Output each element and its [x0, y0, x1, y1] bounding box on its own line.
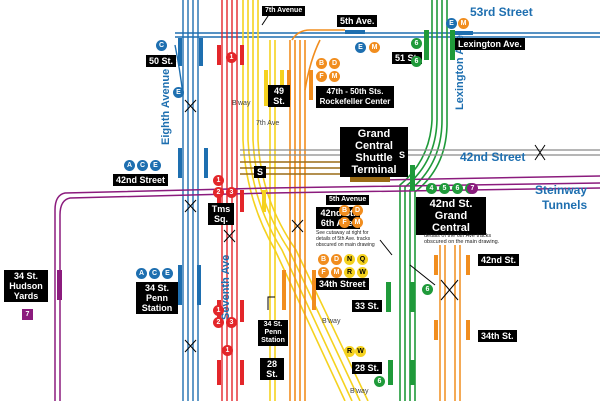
bway-label-1: B'way — [232, 100, 251, 107]
route-bullet-q: Q — [357, 254, 368, 265]
route-bullet-b: B — [318, 254, 329, 265]
station-34-penn-7th[interactable]: 34 St. Penn Station — [258, 320, 288, 346]
route-bullet-1: 1 — [222, 345, 233, 356]
route-bullet-2: 2 — [213, 317, 224, 328]
route-bullet-2: 2 — [213, 187, 224, 198]
route-bullet-r: R — [344, 267, 355, 278]
station-rockefeller-center[interactable]: 47th - 50th Sts. Rockefeller Center — [316, 86, 394, 108]
station-34-hudson-yards[interactable]: 34 St. Hudson Yards — [4, 270, 48, 302]
station-7th-avenue[interactable]: 7th Avenue — [262, 6, 306, 16]
station-34-penn-8th[interactable]: 34 St. Penn Station — [136, 282, 178, 314]
route-bullet-c: C — [149, 268, 160, 279]
route-bullet-6: 6 — [452, 183, 463, 194]
route-bullet-m: M — [458, 18, 469, 29]
station-28-st-7th[interactable]: 28 St. — [260, 358, 284, 380]
route-bullet-f: F — [318, 267, 329, 278]
station-42nd-grand-central[interactable]: 42nd St. Grand Central — [416, 197, 486, 235]
route-bullet-m: M — [352, 217, 363, 228]
street-53rd: 53rd Street — [470, 5, 533, 19]
route-bullet-7: 7 — [22, 309, 33, 320]
route-bullet-a: A — [136, 268, 147, 279]
route-bullet-1: 1 — [213, 175, 224, 186]
cutaway-note: See cutaway at right for details of 5th … — [316, 230, 375, 248]
shuttle-s-marker-east: S — [396, 149, 409, 161]
route-bullet-m: M — [329, 71, 340, 82]
route-bullet-d: D — [331, 254, 342, 265]
route-bullet-f: F — [316, 71, 327, 82]
route-bullet-a: A — [124, 160, 135, 171]
route-bullet-6: 6 — [411, 38, 422, 49]
route-bullet-3: 3 — [226, 187, 237, 198]
route-bullet-1: 1 — [226, 52, 237, 63]
shuttle-s-marker-west: S — [254, 166, 267, 178]
station-33-st[interactable]: 33 St. — [352, 300, 383, 312]
route-bullet-c: C — [156, 40, 167, 51]
route-bullet-d: D — [329, 58, 340, 69]
route-bullet-6: 6 — [374, 376, 385, 387]
route-bullet-3: 3 — [226, 317, 237, 328]
route-bullet-n: N — [344, 254, 355, 265]
tunnels-label: Tunnels — [542, 198, 588, 212]
route-bullet-4: 4 — [426, 183, 437, 194]
inset-42nd-st[interactable]: 42nd St. — [478, 254, 520, 266]
route-bullet-c: C — [137, 160, 148, 171]
route-bullet-m: M — [331, 267, 342, 278]
route-bullet-r: R — [344, 346, 355, 357]
route-bullet-6: 6 — [411, 56, 422, 67]
route-bullet-b: B — [339, 205, 350, 216]
eighth-avenue-label: Eighth Avenue — [160, 68, 172, 145]
inset-34th-st[interactable]: 34th St. — [478, 330, 517, 342]
route-bullet-5: 5 — [439, 183, 450, 194]
bway-label-2: B'way — [322, 318, 341, 325]
fifth-avenue-small-label: 5th Avenue — [326, 195, 370, 205]
station-5th-ave[interactable]: 5th Ave. — [337, 15, 378, 27]
station-42nd-street-8th[interactable]: 42nd Street — [113, 174, 169, 186]
station-grand-central-shuttle-terminal[interactable]: Grand Central Shuttle Terminal — [340, 127, 408, 177]
station-28-st-lex[interactable]: 28 St. — [352, 362, 383, 374]
route-bullet-e: E — [446, 18, 457, 29]
station-times-square[interactable]: Tms Sq. — [208, 203, 234, 225]
route-bullet-b: B — [316, 58, 327, 69]
station-34th-street[interactable]: 34th Street — [316, 278, 369, 290]
route-bullet-f: F — [339, 217, 350, 228]
route-bullet-e: E — [150, 160, 161, 171]
station-50-st[interactable]: 50 St. — [146, 55, 177, 67]
details-note: details of the 6th Ave tracks obscured o… — [424, 233, 500, 245]
route-bullet-w: W — [355, 346, 366, 357]
steinway-label: Steinway — [535, 183, 588, 197]
route-bullet-d: D — [352, 205, 363, 216]
route-bullet-1: 1 — [213, 305, 224, 316]
route-bullet-e: E — [162, 268, 173, 279]
route-bullet-e: E — [355, 42, 366, 53]
station-lexington-ave[interactable]: Lexington Ave. — [455, 38, 525, 50]
seventh-ave-small-label: 7th Ave — [256, 120, 280, 127]
route-bullet-e: E — [173, 87, 184, 98]
station-49-st[interactable]: 49 St. — [268, 85, 290, 107]
route-bullet-w: W — [357, 267, 368, 278]
route-bullet-6: 6 — [422, 284, 433, 295]
street-42nd: 42nd Street — [460, 150, 526, 164]
bway-label-3: B'way — [350, 388, 369, 395]
route-bullet-7: 7 — [467, 183, 478, 194]
route-bullet-m: M — [369, 42, 380, 53]
